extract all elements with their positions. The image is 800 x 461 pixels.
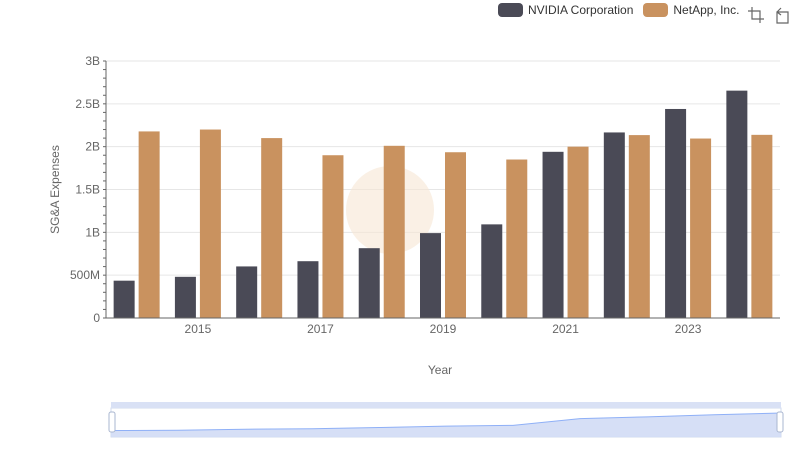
legend-swatch-netapp [643,3,669,17]
y-tick-label: 2B [85,140,100,154]
legend-label-netapp: NetApp, Inc. [673,3,740,17]
bar-nvidia [297,261,319,318]
zoom-icon[interactable] [747,6,765,24]
x-tick-label: 2015 [185,322,212,336]
bar-nvidia [603,132,625,318]
restore-icon[interactable] [773,6,791,24]
bar-nvidia [726,90,748,319]
slider-line [110,412,782,432]
slider-area [111,413,781,437]
bar-nvidia [481,224,503,318]
y-tick-label: 0 [93,311,100,325]
bar-netapp [567,146,589,318]
x-tick-label: 2017 [307,322,334,336]
legend: NVIDIA Corporation NetApp, Inc. [498,3,749,17]
y-axis-title: SG&A Expenses [48,145,62,234]
legend-item-netapp[interactable]: NetApp, Inc. [643,3,739,17]
datazoom-slider[interactable] [108,402,784,438]
slider-top-bar[interactable] [111,402,781,408]
y-tick-label: 1B [85,225,100,239]
bar-netapp [199,129,221,318]
legend-item-nvidia[interactable]: NVIDIA Corporation [498,3,633,17]
x-tick-label: 2019 [430,322,457,336]
y-tick-label: 1.5B [75,183,100,197]
bar-nvidia [174,276,196,318]
bar-netapp [383,145,405,318]
slider-handle-left[interactable] [108,411,116,433]
bar-nvidia [113,280,135,318]
bar-netapp [628,135,650,318]
x-tick-label: 2021 [552,322,579,336]
bar-netapp [138,131,160,318]
bar-netapp [506,159,528,318]
y-tick-label: 2.5B [75,97,100,111]
x-axis-title: Year [428,363,452,377]
slider-handle-right[interactable] [776,411,784,433]
bar-nvidia [236,266,258,318]
x-tick-label: 2023 [675,322,702,336]
bar-nvidia [358,248,380,318]
bar-nvidia [420,233,441,318]
bar-netapp [445,152,466,318]
bar-netapp [261,138,283,318]
bar-series [113,90,773,319]
axes: 0 500M 1B 1.5B 2B 2.5B 3B 2015 2017 2019 2021 2023 [70,54,780,336]
bar-netapp [751,134,773,318]
y-tick-label: 3B [85,54,100,68]
legend-swatch-nvidia [498,3,523,17]
y-tick-label: 500M [70,268,100,282]
bar-nvidia [665,108,687,319]
bar-netapp [690,138,712,318]
bar-netapp [322,155,344,318]
bar-nvidia [542,151,564,318]
legend-label-nvidia: NVIDIA Corporation [528,3,634,17]
